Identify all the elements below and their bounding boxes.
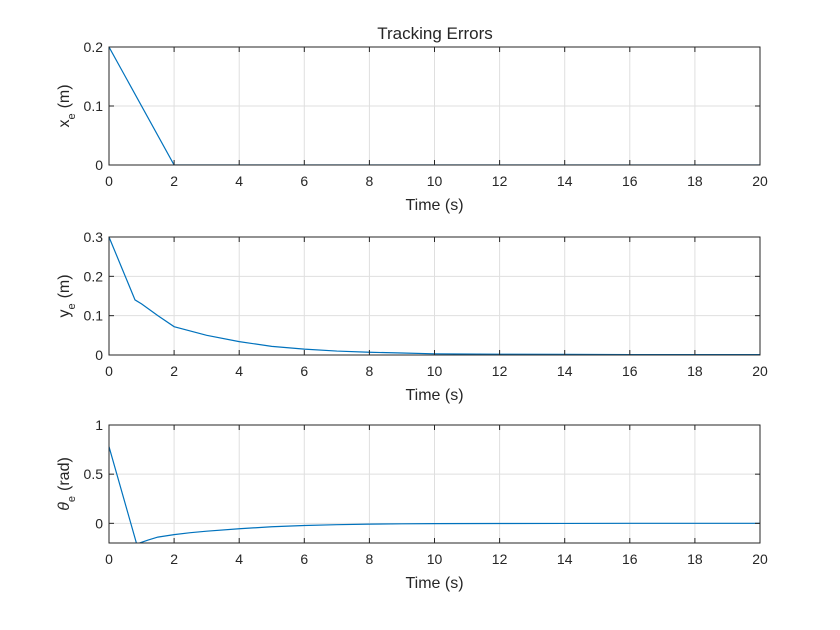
series-line-xe-0 [109, 47, 760, 165]
xtick-label-xe-10: 20 [752, 173, 768, 189]
xtick-label-xe-4: 8 [366, 173, 374, 189]
xtick-label-ye-2: 4 [235, 363, 243, 379]
ylabel-thetae: θe (rad) [56, 457, 78, 511]
xtick-label-ye-10: 20 [752, 363, 768, 379]
ylabel-unit-xe: (m) [56, 84, 73, 108]
ylabel-symbol-xe: x [56, 120, 73, 128]
ytick-label-thetae-0: 0 [95, 515, 103, 531]
ytick-label-ye-2: 0.2 [84, 268, 104, 284]
axes-ye: 0 2 4 6 8 10 12 14 16 18 20 0 0.1 0.2 0.3 Time (s) ye (m) [56, 229, 768, 404]
ylabel-subscript-thetae: e [66, 496, 78, 502]
xtick-label-ye-8: 16 [622, 363, 638, 379]
axes-xe: 0 2 4 6 8 10 12 14 16 18 20 0 0.1 0.2 Time (s) xe (m) [56, 39, 768, 214]
xtick-label-xe-1: 2 [170, 173, 178, 189]
xtick-label-xe-5: 10 [427, 173, 443, 189]
ylabel-subscript-xe: e [66, 113, 78, 119]
xtick-label-ye-0: 0 [105, 363, 113, 379]
ytick-label-ye-1: 0.1 [84, 308, 104, 324]
xtick-label-ye-9: 18 [687, 363, 703, 379]
xtick-label-xe-0: 0 [105, 173, 113, 189]
xtick-label-xe-7: 14 [557, 173, 573, 189]
xtick-label-thetae-6: 12 [492, 551, 508, 567]
ylabel-unit-thetae: (rad) [56, 457, 73, 491]
xtick-label-ye-3: 6 [300, 363, 308, 379]
xtick-label-ye-7: 14 [557, 363, 573, 379]
xtick-label-thetae-10: 20 [752, 551, 768, 567]
xtick-label-ye-1: 2 [170, 363, 178, 379]
axes-thetae: 0 2 4 6 8 10 12 14 16 18 20 0 0.5 1 Time (s) θe (rad) [56, 417, 768, 592]
xtick-label-thetae-7: 14 [557, 551, 573, 567]
xlabel-thetae: Time (s) [405, 575, 463, 592]
ytick-label-ye-3: 0.3 [84, 229, 104, 245]
ylabel-xe: xe (m) [56, 84, 78, 127]
xtick-label-xe-6: 12 [492, 173, 508, 189]
xtick-label-ye-5: 10 [427, 363, 443, 379]
xtick-label-thetae-0: 0 [105, 551, 113, 567]
xtick-label-ye-4: 8 [366, 363, 374, 379]
xtick-label-thetae-3: 6 [300, 551, 308, 567]
xtick-label-thetae-1: 2 [170, 551, 178, 567]
xtick-label-thetae-9: 18 [687, 551, 703, 567]
figure-title: Tracking Errors [377, 24, 493, 43]
xtick-label-xe-3: 6 [300, 173, 308, 189]
ylabel-ye: ye (m) [56, 274, 78, 317]
series-line-thetae-0 [109, 446, 760, 543]
ylabel-symbol-thetae: θ [56, 502, 73, 511]
xtick-label-thetae-2: 4 [235, 551, 243, 567]
ylabel-subscript-ye: e [66, 303, 78, 309]
xtick-label-ye-6: 12 [492, 363, 508, 379]
ytick-label-xe-2: 0.2 [84, 39, 104, 55]
ytick-label-thetae-2: 1 [95, 417, 103, 433]
xlabel-xe: Time (s) [405, 197, 463, 214]
ylabel-unit-ye: (m) [56, 274, 73, 298]
xtick-label-xe-8: 16 [622, 173, 638, 189]
ytick-label-ye-0: 0 [95, 347, 103, 363]
xtick-label-xe-2: 4 [235, 173, 243, 189]
xtick-label-thetae-8: 16 [622, 551, 638, 567]
ytick-label-xe-0: 0 [95, 157, 103, 173]
xtick-label-xe-9: 18 [687, 173, 703, 189]
ytick-label-thetae-1: 0.5 [84, 466, 104, 482]
xlabel-ye: Time (s) [405, 387, 463, 404]
ylabel-symbol-ye: y [56, 310, 73, 318]
ytick-label-xe-1: 0.1 [84, 98, 104, 114]
xtick-label-thetae-5: 10 [427, 551, 443, 567]
xtick-label-thetae-4: 8 [366, 551, 374, 567]
